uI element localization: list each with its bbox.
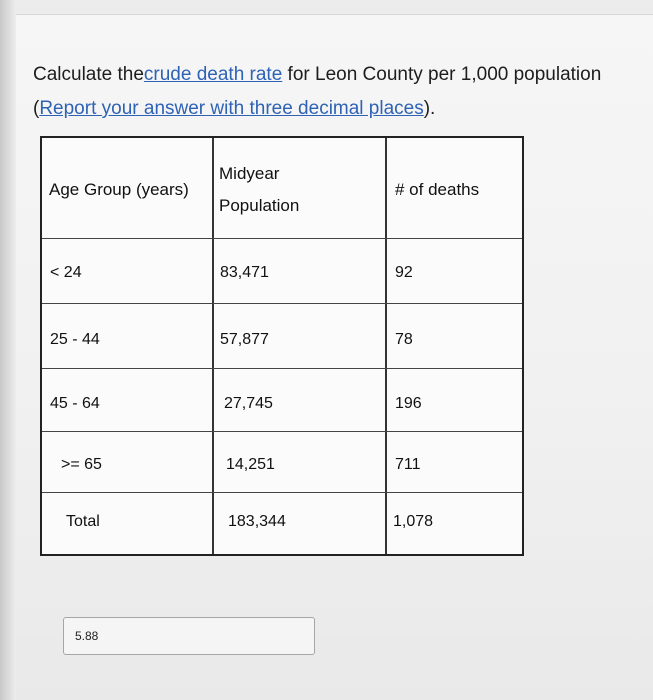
row-population-cell: 14,251 — [226, 456, 275, 473]
report-instructions-link[interactable]: Report your answer with three decimal pl… — [39, 98, 424, 119]
crude-death-rate-link[interactable]: crude death rate — [143, 64, 283, 85]
header-midyear: Midyear — [219, 164, 280, 183]
row-divider — [42, 431, 522, 432]
paren-close: ). — [423, 98, 436, 119]
column-divider — [385, 138, 387, 554]
row-age-cell: 25 - 44 — [50, 331, 100, 348]
header-age-group: Age Group (years) — [49, 180, 189, 199]
row-divider — [42, 303, 522, 304]
mortality-table: Age Group (years) Midyear Population # o… — [40, 136, 524, 556]
question-text: Calculate thecrude death rate for Leon C… — [33, 58, 648, 126]
question-suffix: for Leon County per 1,000 population — [282, 64, 602, 85]
row-deaths-cell: 711 — [395, 456, 421, 473]
screen-left-bezel — [0, 0, 16, 700]
header-population: Population — [219, 196, 300, 215]
answer-input[interactable]: 5.88 — [63, 617, 315, 655]
paren-open: ( — [33, 98, 40, 119]
question-line-1: Calculate thecrude death rate for Leon C… — [33, 58, 648, 92]
row-age-cell: 45 - 64 — [50, 395, 100, 412]
row-population-cell: 57,877 — [220, 331, 269, 348]
header-deaths: # of deaths — [395, 180, 480, 199]
question-line-2: (Report your answer with three decimal p… — [33, 92, 648, 126]
row-age-cell: < 24 — [50, 264, 82, 281]
row-deaths-cell: 78 — [395, 331, 413, 348]
row-deaths-cell: 196 — [395, 395, 422, 412]
column-divider — [212, 138, 214, 554]
row-divider — [42, 238, 522, 239]
total-population-cell: 183,344 — [228, 513, 286, 530]
window-top-edge — [0, 0, 653, 15]
total-deaths-cell: 1,078 — [393, 513, 434, 530]
row-divider — [42, 368, 522, 369]
total-label-cell: Total — [66, 513, 100, 530]
row-population-cell: 83,471 — [220, 264, 269, 281]
row-divider — [42, 492, 522, 493]
row-age-cell: >= 65 — [61, 456, 102, 473]
question-prefix: Calculate the — [33, 64, 144, 85]
row-population-cell: 27,745 — [224, 395, 273, 412]
row-deaths-cell: 92 — [395, 264, 413, 281]
